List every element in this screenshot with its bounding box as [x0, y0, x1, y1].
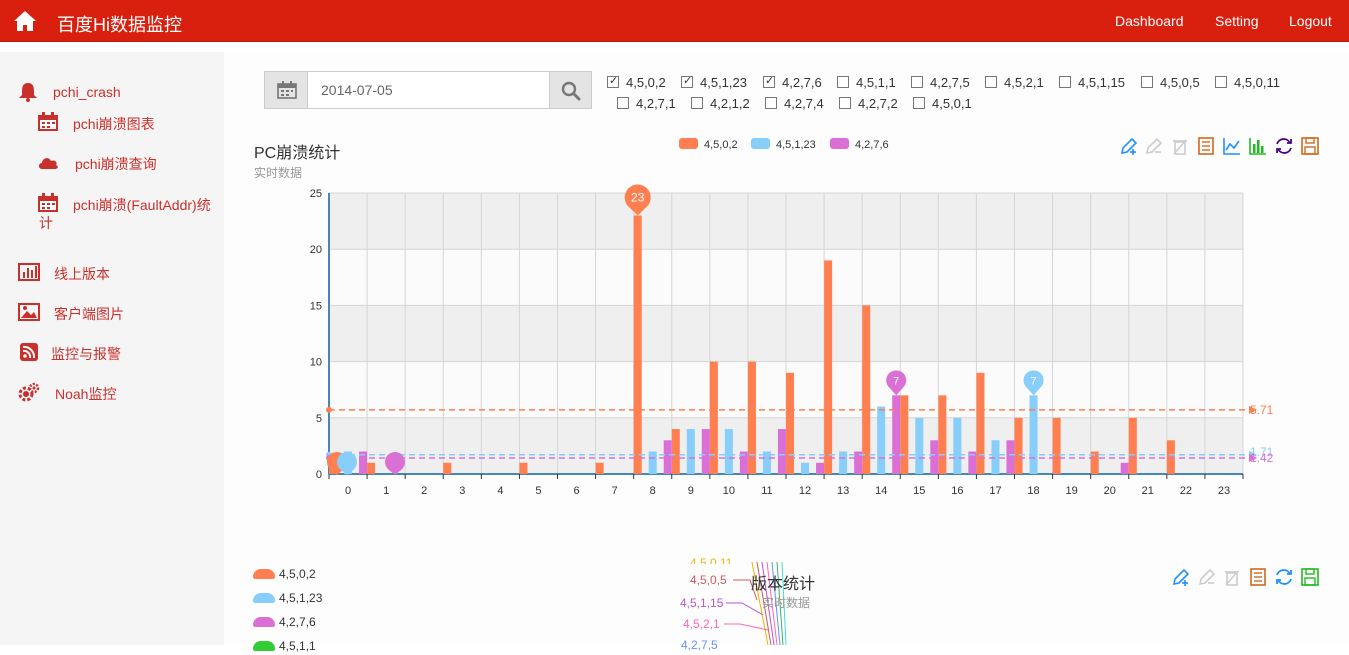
data-view-icon[interactable]	[1248, 567, 1268, 587]
chart2-title: 版本统计	[751, 570, 815, 594]
zoom-reset-icon[interactable]	[1197, 567, 1217, 587]
pie-slice-label: 4,5,1,15	[680, 596, 723, 610]
chart2-subtitle: 实时数据	[762, 594, 810, 611]
data-zoom-icon[interactable]	[1171, 567, 1191, 587]
pie-slice-label: 4,5,0,11	[690, 556, 732, 564]
pie-slice-label: 4,5,0,5	[690, 573, 727, 587]
pie-slice-label: 4,5,2,1	[683, 617, 720, 631]
clear-icon[interactable]	[1222, 567, 1242, 587]
save-image-icon[interactable]	[1300, 567, 1320, 587]
refresh-icon[interactable]	[1274, 567, 1294, 587]
pie-slice-label: 4,2,7,5	[681, 638, 718, 652]
